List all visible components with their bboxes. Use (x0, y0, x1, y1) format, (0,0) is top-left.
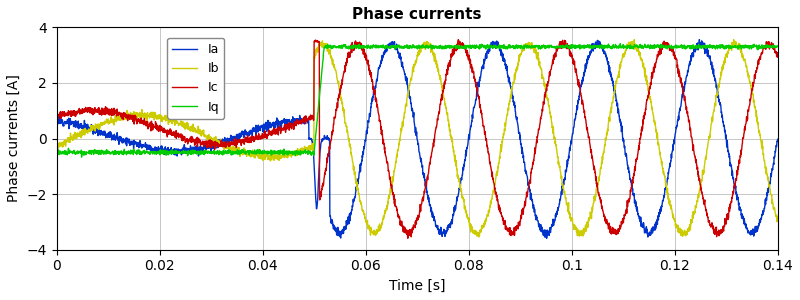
Iq (615, 42, 625, 46)
Line: Iq: Iq (57, 44, 778, 157)
X-axis label: Time [s]: Time [s] (389, 279, 446, 293)
Ia (561, 168, 570, 172)
Ic (52, 115, 62, 118)
Ic (773, 55, 782, 59)
Ia (52, 118, 62, 122)
Ic (88, 108, 98, 112)
Iq (77, 155, 86, 159)
Iq (431, 45, 441, 48)
Ib (474, 235, 484, 239)
Ic (431, 127, 441, 131)
Ib (561, 197, 570, 200)
Ib (545, 109, 554, 112)
Iq (773, 44, 782, 48)
Ib (773, 215, 782, 219)
Ic (561, 43, 570, 46)
Iq (89, 150, 98, 154)
Iq (458, 46, 467, 50)
Ic (454, 38, 463, 41)
Ia (773, 137, 782, 141)
Ib (729, 38, 738, 41)
Ia (545, 227, 554, 231)
Ia (542, 236, 551, 240)
Title: Phase currents: Phase currents (352, 7, 482, 22)
Line: Ia: Ia (57, 40, 778, 238)
Ib (458, 194, 467, 198)
Ia (88, 132, 98, 136)
Ib (479, 221, 489, 225)
Ib (88, 124, 98, 128)
Line: Ib: Ib (57, 40, 778, 237)
Ia (458, 173, 467, 177)
Ib (52, 140, 62, 144)
Ia (430, 221, 440, 225)
Ia (479, 58, 489, 61)
Ic (479, 130, 489, 134)
Ic (458, 43, 468, 47)
Ib (430, 56, 440, 60)
Iq (52, 151, 62, 155)
Ic (546, 70, 555, 74)
Iq (479, 46, 489, 50)
Line: Ic: Ic (57, 40, 778, 238)
Y-axis label: Phase currents [A]: Phase currents [A] (7, 75, 21, 202)
Ic (403, 236, 413, 240)
Iq (561, 44, 570, 48)
Iq (545, 44, 554, 48)
Legend: Ia, Ib, Ic, Iq: Ia, Ib, Ic, Iq (167, 38, 224, 119)
Ia (694, 38, 704, 41)
